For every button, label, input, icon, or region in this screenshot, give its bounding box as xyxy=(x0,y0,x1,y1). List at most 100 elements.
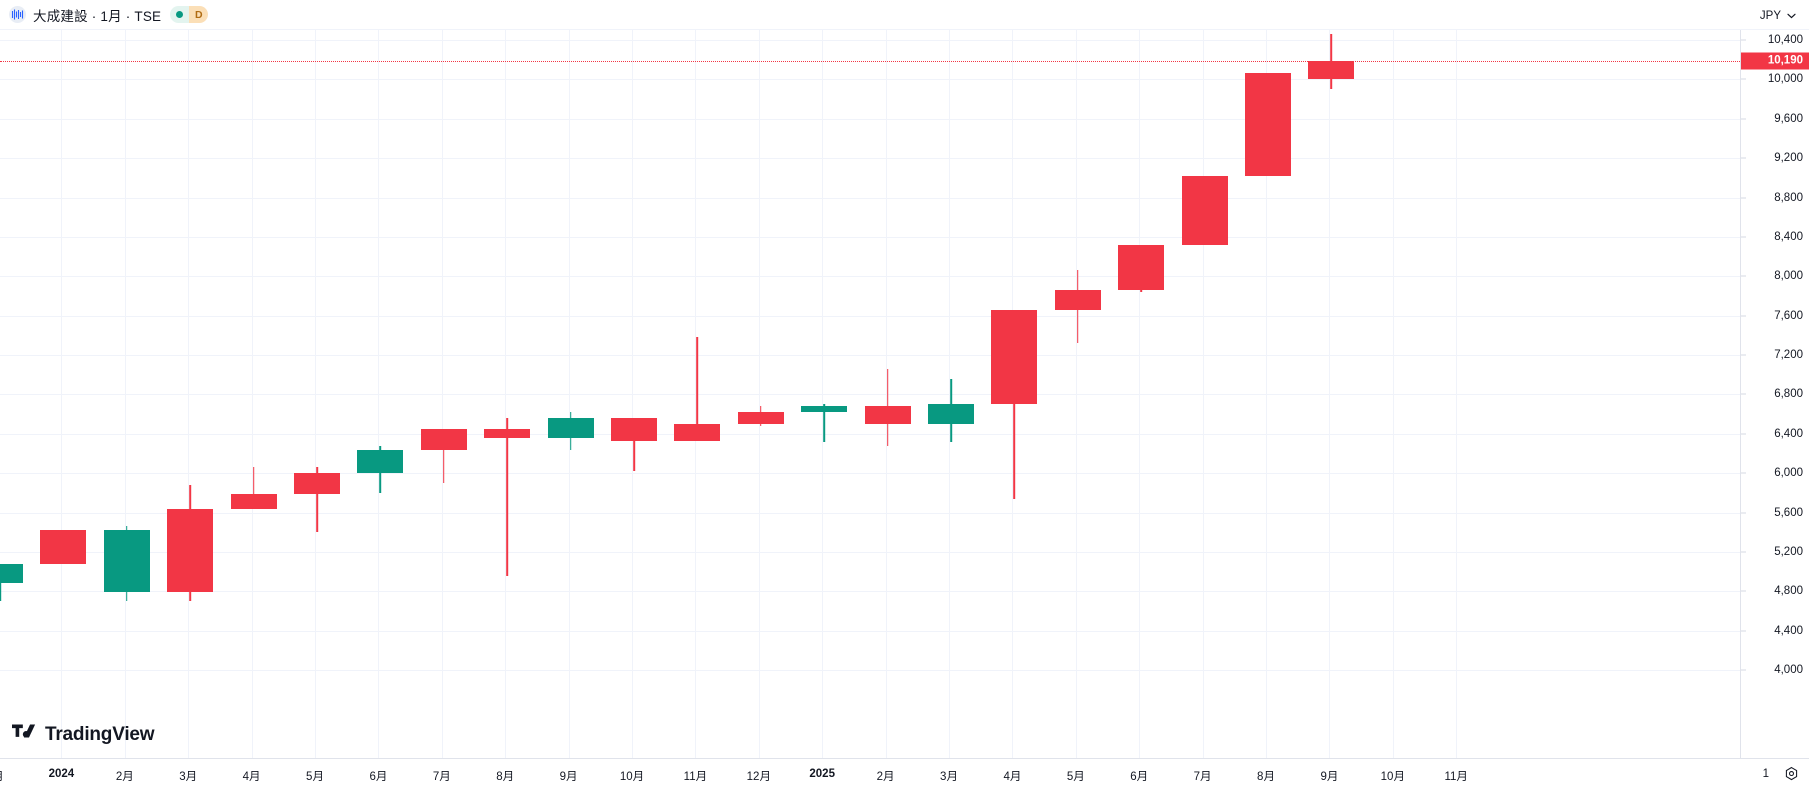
time-tick-label: 4月 xyxy=(242,771,261,783)
time-tick-label: 8月 xyxy=(1257,771,1275,783)
candle[interactable] xyxy=(40,30,87,758)
gridline xyxy=(1266,30,1267,758)
price-tick-dash xyxy=(1741,236,1746,238)
candle[interactable] xyxy=(547,30,594,758)
candle[interactable] xyxy=(167,30,214,758)
candle[interactable] xyxy=(737,30,784,758)
gridline xyxy=(378,30,380,758)
candle-body xyxy=(1308,60,1355,80)
time-tick-label: 6月 xyxy=(1130,771,1149,783)
candle-wick xyxy=(696,337,699,441)
gridline xyxy=(822,30,824,758)
candle[interactable] xyxy=(674,30,721,758)
candle[interactable] xyxy=(484,30,531,758)
candle[interactable] xyxy=(928,30,974,758)
time-tick-label: 11月 xyxy=(683,771,708,783)
price-tick-label: 7,600 xyxy=(1774,309,1803,322)
candle[interactable] xyxy=(1118,30,1165,758)
gridline xyxy=(61,30,63,758)
gridline xyxy=(124,30,126,758)
candle[interactable] xyxy=(230,30,277,758)
candle-body xyxy=(484,428,531,438)
candle-body xyxy=(40,530,87,564)
candle[interactable] xyxy=(103,30,150,758)
price-tick-label: 5,600 xyxy=(1774,506,1803,519)
currency-label: JPY xyxy=(1759,9,1781,22)
candle-body xyxy=(167,508,214,593)
price-tick-dash xyxy=(1741,78,1746,80)
candle[interactable] xyxy=(294,30,340,758)
gridline xyxy=(0,394,1740,396)
candle-body xyxy=(103,530,150,593)
candle-body xyxy=(674,423,721,441)
tradingview-logo-icon xyxy=(12,724,38,746)
price-tick-dash xyxy=(1741,590,1746,592)
gridline xyxy=(315,30,316,758)
candle-body xyxy=(991,309,1038,405)
price-tick-label: 8,400 xyxy=(1774,230,1803,243)
price-axis[interactable]: 10,400 10,000 9,600 9,200 8,800 8,400 8,000 7,6… xyxy=(1740,30,1809,790)
chevron-down-icon xyxy=(1787,10,1796,22)
candle[interactable] xyxy=(1054,30,1101,758)
time-tick-label: 9月 xyxy=(1320,771,1339,783)
time-axis[interactable]: 月 2024 2月 3月 4月 5月 6月 7月 8月 9月 10月 11月 12月 2025 2月 3月 4月… xyxy=(0,758,1809,790)
time-tick-label: 8月 xyxy=(496,771,515,783)
candle[interactable] xyxy=(611,30,657,758)
candle-body xyxy=(1118,244,1165,291)
gridline xyxy=(0,433,1740,435)
symbol-legend[interactable]: 大成建設 · 1月 · TSE D xyxy=(0,5,209,25)
candle[interactable] xyxy=(864,30,911,758)
candle-body xyxy=(864,406,911,424)
gridline xyxy=(758,30,760,758)
price-tick-label: 8,000 xyxy=(1774,270,1803,283)
price-tick-label: 6,000 xyxy=(1774,467,1803,480)
time-tick-label: 10月 xyxy=(619,771,645,783)
time-tick-label: 6月 xyxy=(369,771,388,783)
price-tick-label: 5,200 xyxy=(1774,545,1803,558)
candle[interactable] xyxy=(1181,30,1228,758)
candle[interactable] xyxy=(357,30,404,758)
candle-wick xyxy=(443,437,445,483)
gridline xyxy=(0,315,1740,317)
candle[interactable] xyxy=(0,30,23,758)
currency-selector[interactable]: JPY xyxy=(1756,6,1800,25)
candle-body xyxy=(1245,73,1291,176)
candle-wick xyxy=(316,467,318,533)
candle-wick xyxy=(823,404,825,442)
gridline xyxy=(0,79,1740,81)
gridline xyxy=(251,30,253,758)
chart-legend-bar: 大成建設 · 1月 · TSE D JPY xyxy=(0,0,1809,30)
candle-body xyxy=(357,449,404,474)
time-tick-label: 10月 xyxy=(1380,771,1405,783)
gridline xyxy=(0,670,1740,671)
gridline xyxy=(0,197,1740,199)
gridline xyxy=(632,30,633,758)
price-tick-dash xyxy=(1741,669,1746,671)
price-tick-label: 10,400 xyxy=(1767,34,1803,46)
gridline xyxy=(695,30,697,758)
price-tick-dash xyxy=(1741,433,1746,435)
candle-body xyxy=(420,428,467,450)
gridline xyxy=(0,551,1740,553)
time-tick-label: 12月 xyxy=(746,771,771,783)
gridline xyxy=(0,473,1740,475)
candle[interactable] xyxy=(1245,30,1291,758)
interval-badge-group[interactable]: D xyxy=(170,6,209,23)
tradingview-wordmark: TradingView xyxy=(45,724,155,745)
candle-body xyxy=(0,563,23,584)
price-tick-dash xyxy=(1741,472,1746,474)
gridline xyxy=(568,30,570,758)
gridline xyxy=(1392,30,1394,758)
candle[interactable] xyxy=(420,30,467,758)
market-open-dot xyxy=(170,6,190,23)
candle[interactable] xyxy=(991,30,1038,758)
gear-icon[interactable] xyxy=(1783,766,1800,788)
price-tick-label: 9,200 xyxy=(1774,152,1803,165)
chart-plot-area[interactable]: TradingView xyxy=(0,30,1740,758)
gridline xyxy=(1075,30,1077,758)
candle[interactable] xyxy=(1308,30,1355,758)
candle[interactable] xyxy=(801,30,848,758)
candle-wick xyxy=(252,467,255,509)
interval-badge[interactable]: D xyxy=(189,6,209,23)
